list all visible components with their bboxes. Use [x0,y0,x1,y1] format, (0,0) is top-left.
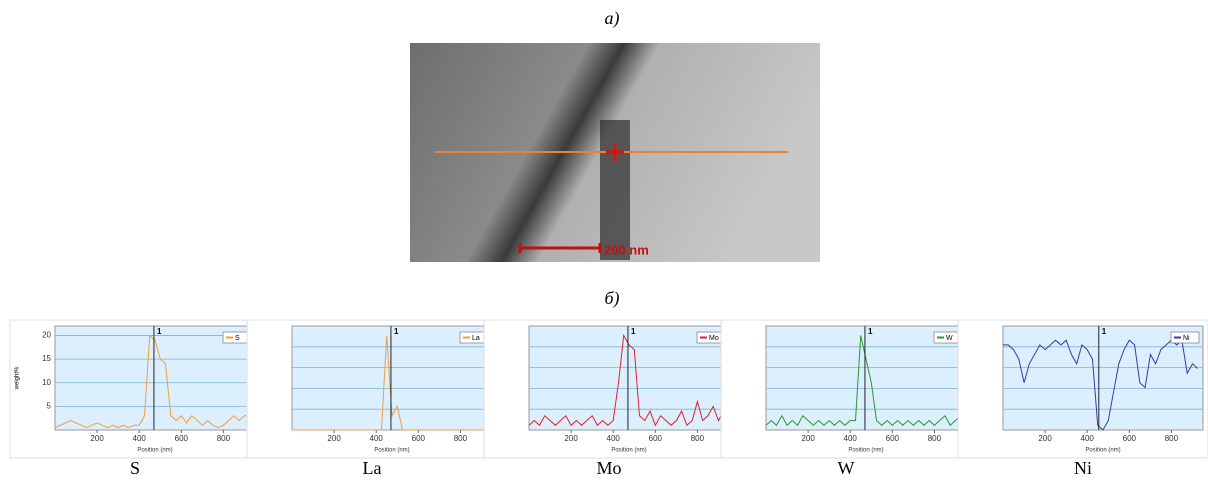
marker-label: 1 [631,327,636,336]
panel-label: а) [605,8,620,29]
x-tick-label: 800 [217,434,231,443]
data-line [765,335,962,427]
x-tick-label: 400 [133,434,147,443]
chart: 200 400 600 800 Position (nm) 1 La La [246,319,498,478]
legend-label: Mo [709,335,719,342]
x-tick-label: 400 [844,434,858,443]
x-tick-label: 600 [649,434,663,443]
chart-title: W [838,458,855,478]
plot-area [1002,325,1204,431]
y-tick-label: 5 [47,401,52,410]
chart-title: S [130,458,140,478]
chart-title: Ni [1074,458,1092,478]
chart: 5 10 15 20 weight% 200 400 600 800 Position (nm) 1… [9,319,261,478]
data-line [54,334,250,429]
x-axis-label: Position (nm) [137,448,172,454]
chart: 200 400 600 800 Position (nm) 1 W W [720,319,972,478]
data-line [528,333,725,427]
legend-label: La [472,335,480,342]
marker-label: 1 [394,327,399,336]
marker-label: 1 [1102,327,1107,336]
x-tick-label: 800 [454,434,468,443]
y-axis-label: weight% [15,366,21,390]
x-tick-label: 200 [564,434,578,443]
x-tick-label: 200 [801,434,815,443]
y-tick-label: 20 [42,331,51,340]
x-tick-label: 600 [412,434,426,443]
chart-title: Mo [596,458,621,478]
x-tick-label: 400 [607,434,621,443]
plot-area [54,325,256,431]
marker-label: 1 [868,327,873,336]
x-tick-label: 400 [370,434,384,443]
scale-bar [518,243,602,253]
x-tick-label: 200 [90,434,104,443]
panel-label: б) [604,288,619,309]
x-tick-label: 800 [1165,434,1179,443]
x-axis-label: Position (nm) [611,448,646,454]
data-line [1003,339,1199,431]
x-tick-label: 800 [691,434,705,443]
chart-title: La [363,458,382,478]
data-line [292,335,487,431]
x-axis-label: Position (nm) [374,448,409,454]
x-tick-label: 600 [886,434,900,443]
legend-label: S [235,335,240,342]
x-axis-label: Position (nm) [1085,448,1120,454]
x-tick-label: 600 [1123,434,1137,443]
scan-cursor [606,143,624,161]
x-tick-label: 200 [327,434,341,443]
x-axis-label: Position (nm) [848,448,883,454]
x-tick-label: 400 [1081,434,1095,443]
x-tick-label: 800 [928,434,942,443]
legend-label: Ni [1183,335,1190,342]
x-tick-label: 200 [1038,434,1052,443]
boundary [600,120,630,260]
y-tick-label: 15 [42,354,51,363]
plot-area [765,325,967,431]
y-tick-label: 10 [42,378,51,387]
legend-box [1170,331,1200,344]
x-tick-label: 600 [175,434,189,443]
legend-label: W [946,335,953,342]
scale-label: 200 nm [604,242,649,257]
plot-area [528,325,730,431]
chart: 200 400 600 800 Position (nm) 1 Mo Mo [483,319,735,478]
chart: 200 400 600 800 Position (nm) 1 Ni Ni [957,319,1208,478]
marker-label: 1 [157,327,162,336]
tem-image: 200 nm [410,43,820,262]
